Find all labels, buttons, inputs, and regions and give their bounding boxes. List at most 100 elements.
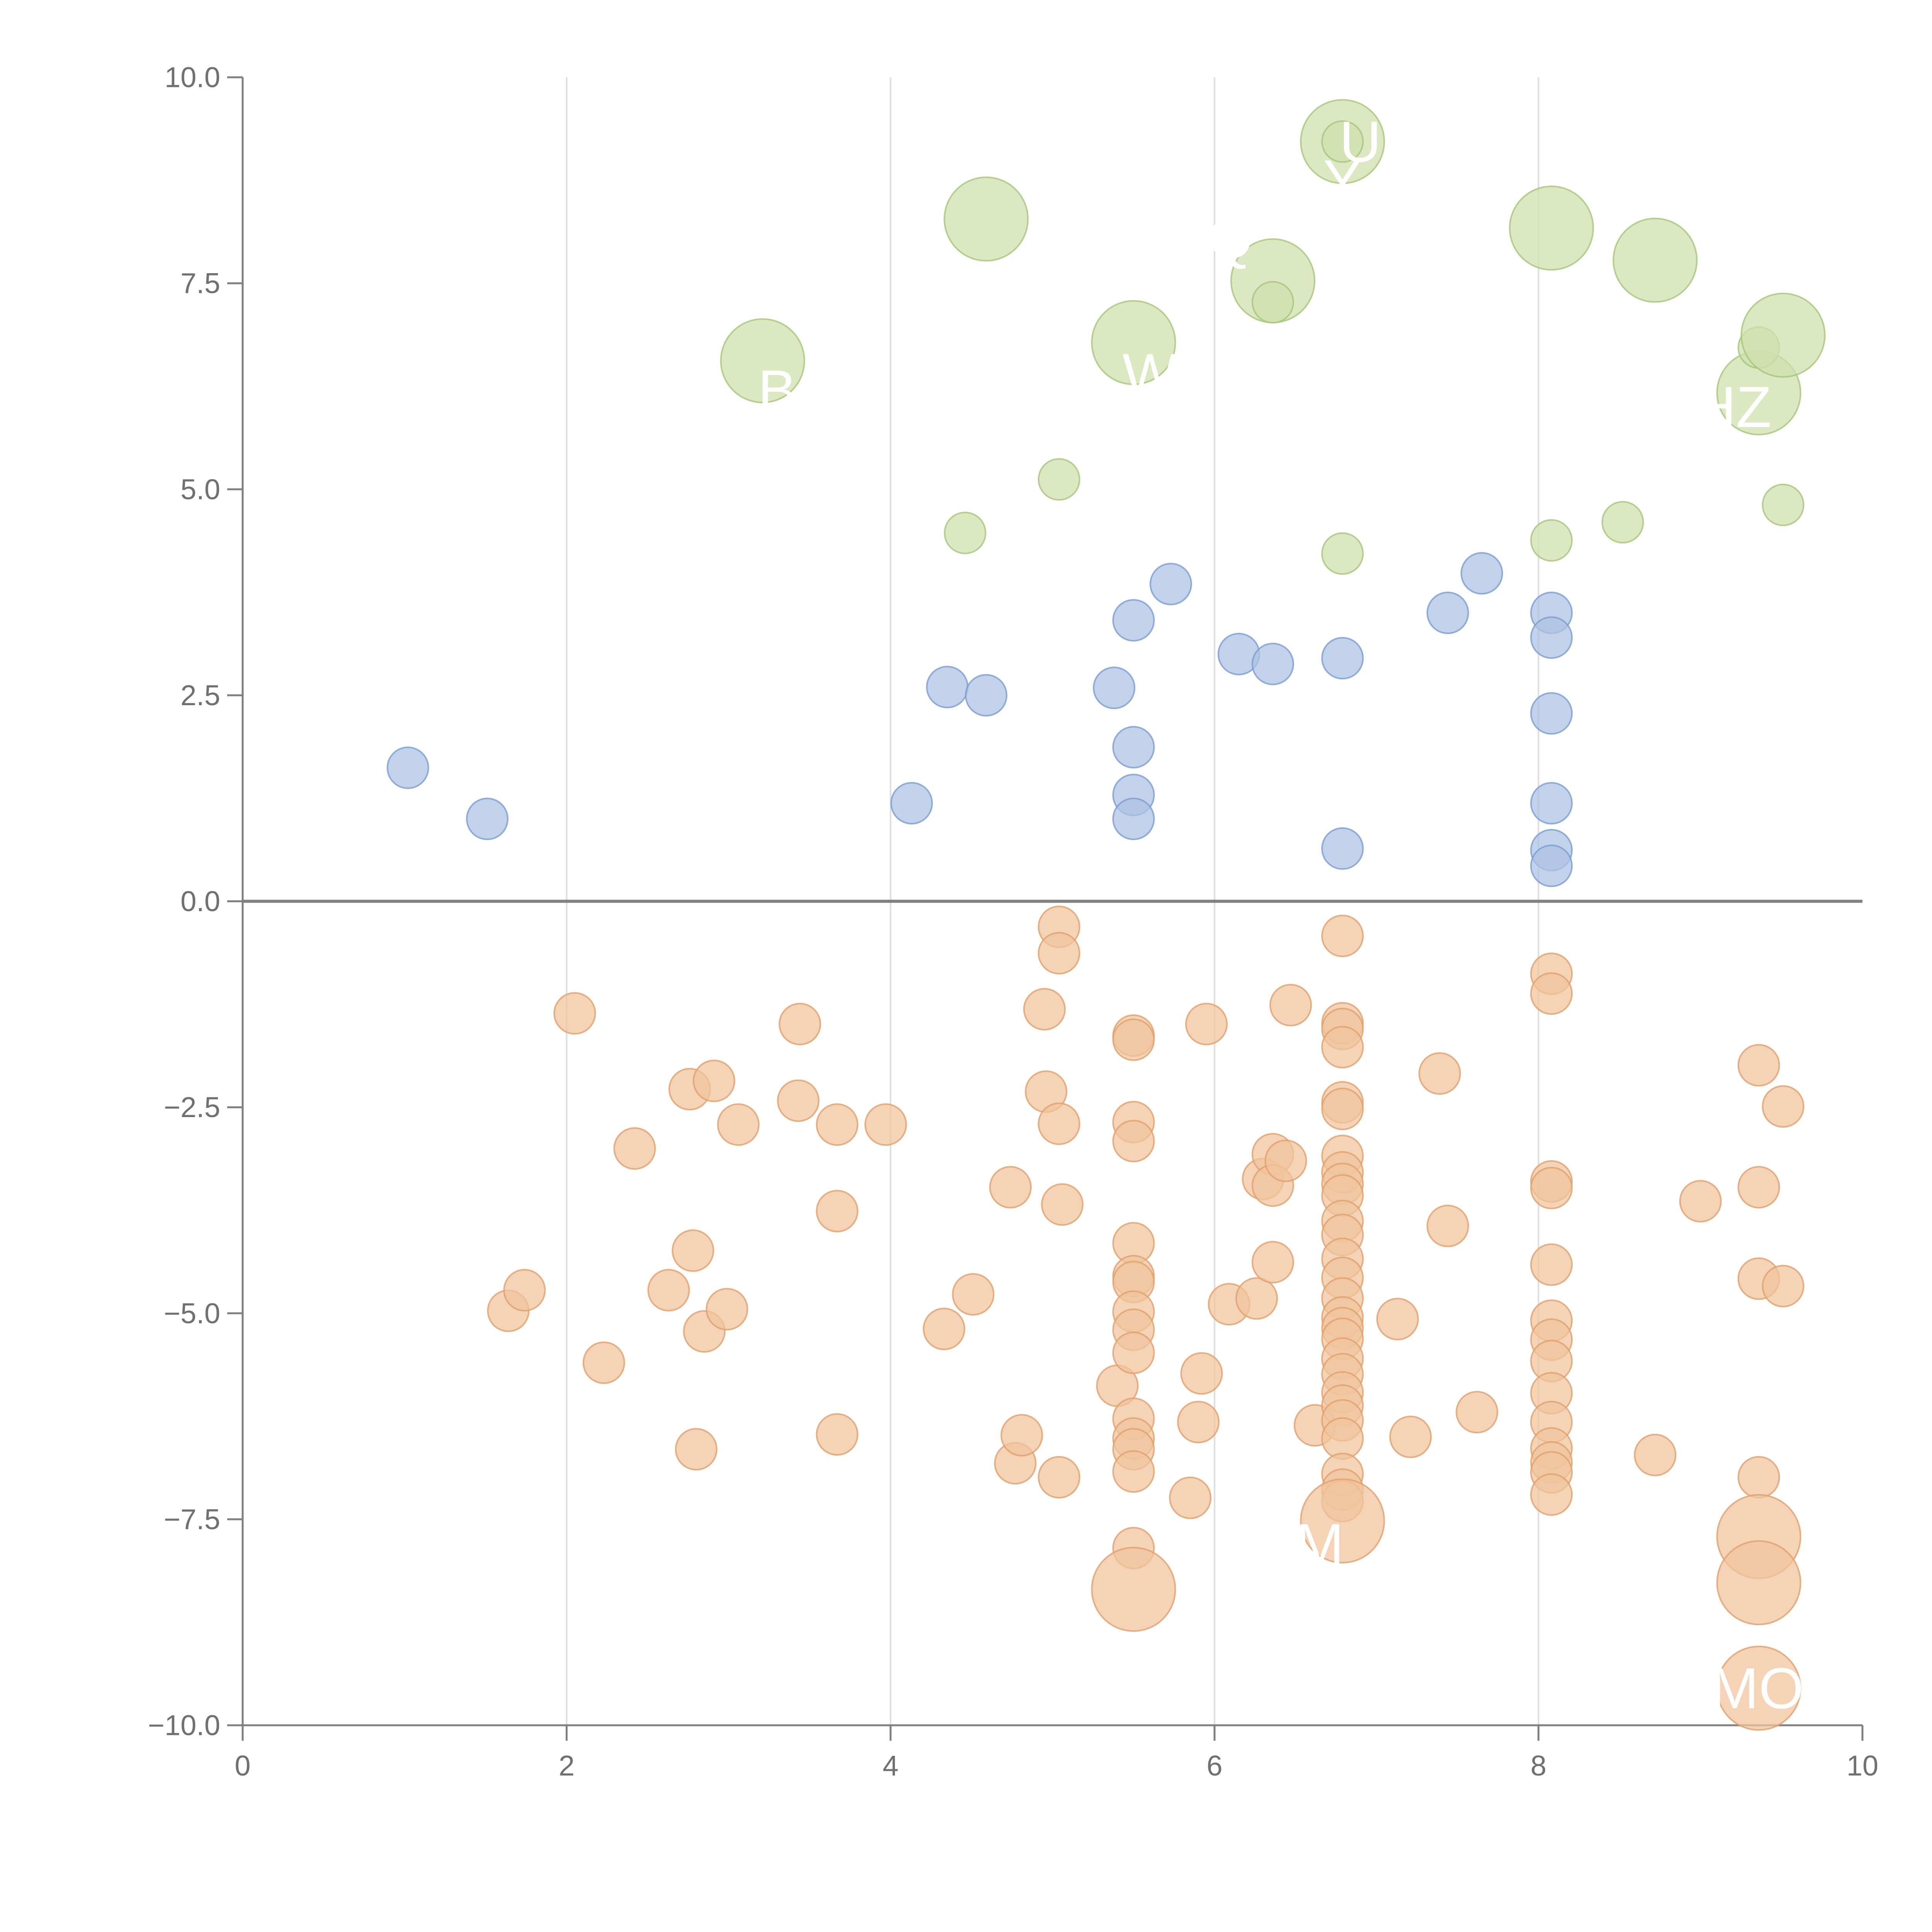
- data-point: [1252, 643, 1294, 685]
- bubble-label: Q: [1208, 206, 1253, 270]
- data-point: [1321, 827, 1364, 870]
- y-tick-label: 7.5: [180, 267, 220, 299]
- data-point: [1093, 667, 1136, 709]
- data-point: [386, 747, 429, 789]
- data-point: [1426, 1204, 1469, 1247]
- y-tick-label: 0.0: [180, 885, 220, 917]
- data-point: [1180, 1352, 1223, 1395]
- data-point: [777, 1079, 820, 1122]
- data-point: [1112, 726, 1155, 769]
- bubble-label: HZ: [1694, 374, 1772, 439]
- data-point: [582, 1341, 625, 1384]
- data-point: [1037, 932, 1080, 975]
- data-point: [1530, 1473, 1573, 1516]
- data-point: [1612, 218, 1698, 303]
- bubble-label: U: [1339, 109, 1381, 174]
- data-point: [1321, 120, 1364, 163]
- data-point: [1321, 1087, 1364, 1130]
- y-tick-label: −10.0: [148, 1709, 220, 1742]
- data-point: [1177, 1401, 1220, 1444]
- data-point: [1456, 1391, 1498, 1434]
- data-point: [1112, 1018, 1155, 1061]
- data-point: [1530, 616, 1573, 659]
- data-points: [386, 99, 1826, 1731]
- bubble-label: M: [1296, 1512, 1344, 1577]
- y-tick-label: 5.0: [180, 473, 220, 505]
- data-point: [1634, 1434, 1677, 1476]
- data-point: [1112, 1450, 1155, 1493]
- data-point: [1716, 1540, 1801, 1626]
- data-point: [1112, 798, 1155, 840]
- data-point: [1530, 519, 1573, 562]
- y-tick-label: 10.0: [165, 61, 220, 94]
- x-tick-label: 0: [235, 1750, 250, 1782]
- data-point: [816, 1190, 859, 1233]
- data-point: [1740, 293, 1826, 378]
- data-point: [1716, 1646, 1801, 1731]
- data-point: [466, 798, 509, 840]
- data-point: [1530, 844, 1573, 887]
- data-point: [923, 1308, 966, 1350]
- data-point: [1269, 984, 1312, 1027]
- data-point: [1321, 915, 1364, 957]
- x-tick-label: 10: [1847, 1750, 1878, 1782]
- data-point: [1235, 1277, 1278, 1320]
- data-point: [1264, 1139, 1307, 1182]
- data-point: [1252, 1241, 1294, 1284]
- y-tick-label: −7.5: [164, 1503, 220, 1535]
- data-point: [1023, 988, 1066, 1031]
- data-point: [720, 318, 805, 403]
- data-point: [1037, 1456, 1080, 1499]
- data-point: [1530, 782, 1573, 825]
- axes: 10.0 7.5 5.0 2.5 0.0 −2.5 −5.0 −7.5 −10.0 0 2 4 6 8 10: [148, 61, 1878, 1782]
- y-tick-label: −5.0: [164, 1297, 220, 1329]
- data-point: [1252, 281, 1294, 324]
- data-point: [1112, 1120, 1155, 1163]
- data-point: [1091, 1547, 1176, 1632]
- data-point: [613, 1127, 656, 1170]
- data-point: [816, 1103, 859, 1146]
- data-point: [1321, 637, 1364, 680]
- data-point: [1169, 1476, 1212, 1519]
- bubble-label: W: [1122, 342, 1177, 406]
- data-point: [1389, 1415, 1432, 1458]
- data-point: [1509, 185, 1594, 271]
- data-point: [503, 1269, 546, 1312]
- x-tick-label: 4: [883, 1750, 898, 1782]
- data-point: [675, 1428, 718, 1471]
- data-point: [1762, 483, 1804, 526]
- data-point: [1530, 972, 1573, 1015]
- bubble-label: Y: [1323, 148, 1362, 213]
- x-tick-label: 8: [1531, 1750, 1546, 1782]
- bubble-label: MO: [1711, 1656, 1804, 1721]
- data-point: [1418, 1052, 1461, 1095]
- y-tick-label: −2.5: [164, 1091, 220, 1123]
- data-point: [1762, 1085, 1804, 1128]
- data-point: [1185, 1003, 1228, 1046]
- bubble-labels: UY Q W B HZ M MO: [758, 109, 1804, 1721]
- y-tick-label: 2.5: [180, 679, 220, 711]
- data-point: [952, 1273, 995, 1316]
- data-point: [779, 1003, 821, 1046]
- data-point: [1037, 1102, 1080, 1145]
- data-point: [1679, 1180, 1722, 1223]
- data-point: [647, 1269, 690, 1312]
- data-point: [926, 666, 969, 709]
- data-point: [1321, 532, 1364, 575]
- data-point: [944, 512, 986, 554]
- data-point: [1112, 599, 1155, 642]
- data-point: [944, 176, 1029, 262]
- data-point: [1041, 1183, 1084, 1226]
- data-point: [692, 1060, 735, 1102]
- data-point: [1091, 300, 1176, 385]
- data-point: [965, 674, 1008, 717]
- data-point: [1300, 1478, 1385, 1564]
- data-point: [706, 1288, 748, 1331]
- data-point: [816, 1413, 859, 1456]
- data-point: [1321, 1026, 1364, 1068]
- data-point: [1426, 592, 1469, 634]
- data-point: [1762, 1265, 1804, 1308]
- data-point: [1737, 1456, 1780, 1499]
- data-point: [890, 782, 933, 825]
- data-point: [1530, 1167, 1573, 1209]
